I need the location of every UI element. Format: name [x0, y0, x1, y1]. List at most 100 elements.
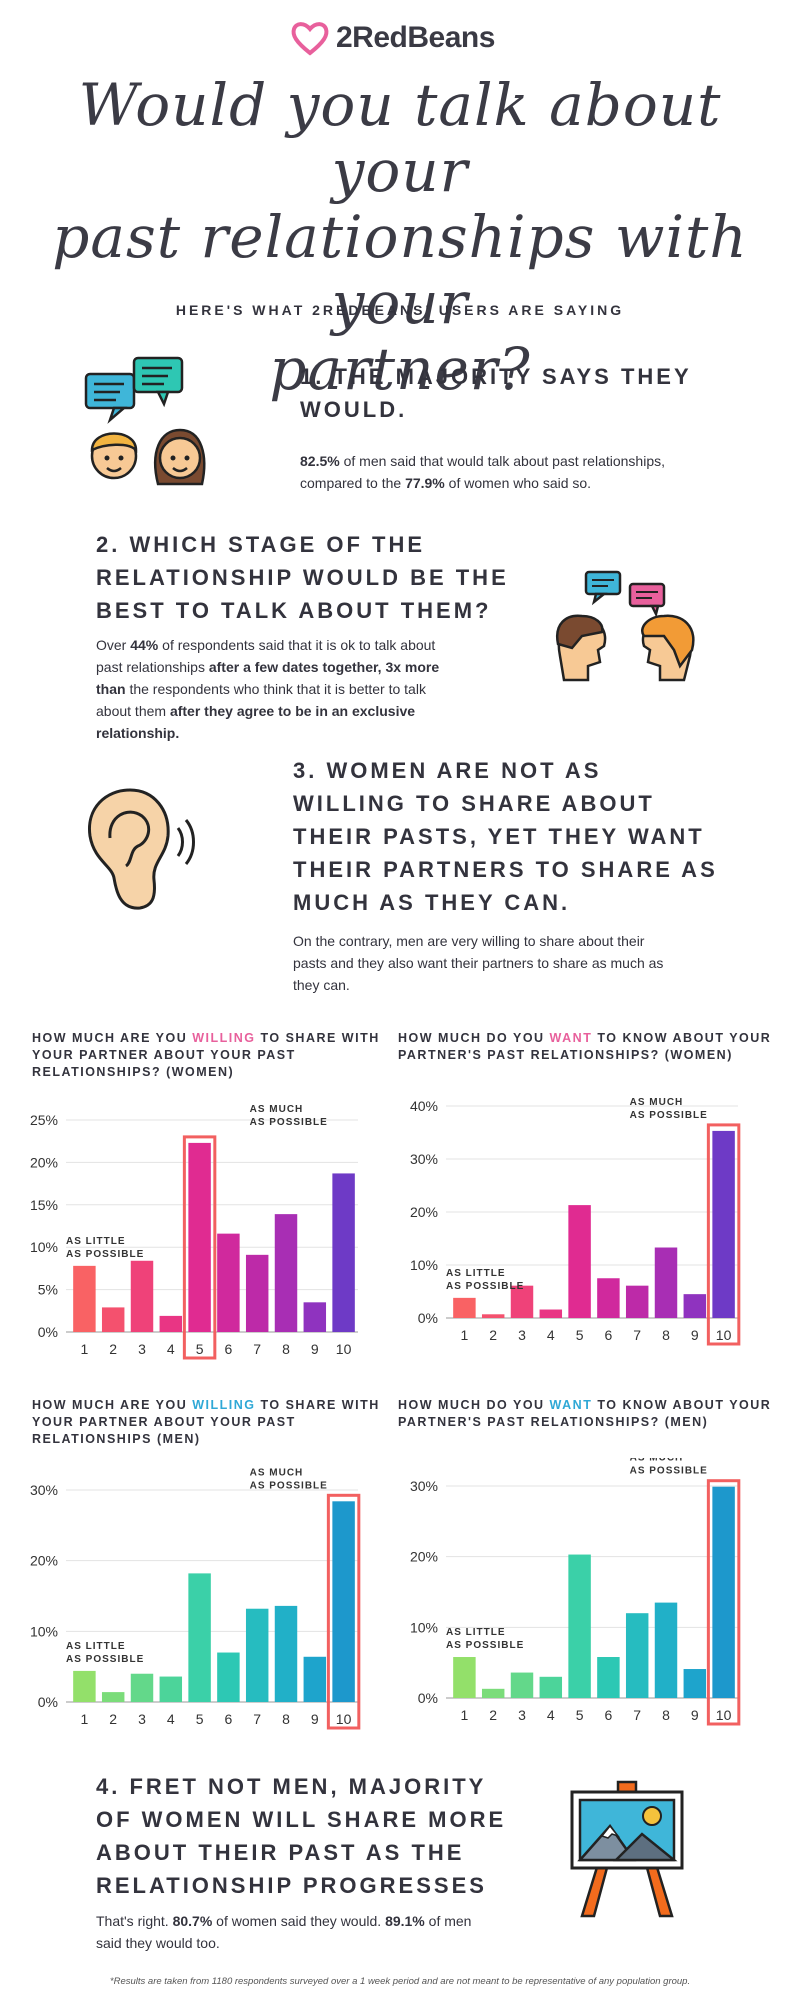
bar	[712, 1486, 735, 1698]
x-tick-label: 5	[196, 1341, 204, 1357]
heading-line: RELATIONSHIP PROGRESSES	[96, 1873, 487, 1898]
y-tick-label: 30%	[410, 1151, 438, 1167]
x-tick-label: 6	[225, 1711, 233, 1727]
y-tick-label: 30%	[30, 1482, 58, 1498]
y-tick-label: 10%	[30, 1239, 58, 1255]
title-fragment: PARTNER'S PAST RELATIONSHIPS? (WOMEN)	[398, 1048, 733, 1062]
bar	[510, 1672, 534, 1698]
title-fragment: RELATIONSHIPS? (WOMEN)	[32, 1065, 235, 1079]
bar	[73, 1670, 96, 1702]
annotation-high: AS MUCH	[250, 1104, 304, 1115]
bar	[654, 1602, 678, 1698]
x-tick-label: 4	[547, 1327, 555, 1343]
annotation-low: AS LITTLE	[446, 1627, 506, 1638]
x-tick-label: 10	[716, 1707, 732, 1723]
annotation-low: AS POSSIBLE	[66, 1249, 144, 1260]
highlight-box	[326, 1493, 361, 1730]
ear-icon	[88, 788, 195, 910]
men-pct: 82.5%	[300, 453, 340, 469]
bar	[332, 1501, 355, 1702]
title-fragment: TO KNOW ABOUT YOUR	[592, 1398, 772, 1412]
bar	[303, 1656, 327, 1702]
heading-line: 1. THE MAJORITY SAYS THEY	[300, 364, 692, 389]
heading-line: MUCH AS THEY CAN.	[293, 890, 571, 915]
title-fragment: HOW MUCH ARE YOU	[32, 1398, 193, 1412]
x-tick-label: 9	[311, 1711, 319, 1727]
chart1-title: HOW MUCH ARE YOU WILLING TO SHARE WITH Y…	[32, 1030, 392, 1081]
bar	[188, 1573, 211, 1702]
y-tick-label: 15%	[30, 1197, 58, 1213]
x-tick-label: 1	[81, 1711, 89, 1727]
y-tick-label: 30%	[410, 1478, 438, 1494]
annotation-high: AS POSSIBLE	[250, 1480, 328, 1491]
x-tick-label: 8	[662, 1327, 670, 1343]
annotation-low: AS LITTLE	[446, 1268, 506, 1279]
x-tick-label: 9	[691, 1327, 699, 1343]
heading-line: 2. WHICH STAGE OF THE	[96, 532, 426, 557]
talking-heads-icon	[555, 570, 695, 682]
text-line: On the contrary, men are very willing to…	[293, 933, 645, 949]
bar	[654, 1247, 678, 1318]
annotation-low: AS LITTLE	[66, 1641, 126, 1652]
y-tick-label: 25%	[30, 1112, 58, 1128]
title-fragment: HOW MUCH DO YOU	[398, 1031, 550, 1045]
heart-icon	[291, 22, 329, 56]
y-tick-label: 40%	[410, 1098, 438, 1114]
section1-heading: 1. THE MAJORITY SAYS THEY WOULD.	[300, 360, 740, 426]
text-fragment: of women who said so.	[444, 475, 592, 491]
bar	[481, 1688, 505, 1698]
title-highlight: WILLING	[192, 1031, 256, 1045]
y-tick-label: 20%	[30, 1154, 58, 1170]
x-tick-label: 10	[336, 1711, 352, 1727]
y-tick-label: 10%	[410, 1257, 438, 1273]
annotation-low: AS POSSIBLE	[446, 1281, 524, 1292]
x-tick-label: 5	[196, 1711, 204, 1727]
title-fragment: RELATIONSHIPS (MEN)	[32, 1432, 201, 1446]
annotation-high: AS MUCH	[250, 1467, 304, 1478]
chart-men-want: 0% 10% 20% 30% 1 2 3 4 5 6 7 8 9 10 AS LITTLE AS POSSIB…	[410, 1458, 741, 1726]
section3-text: On the contrary, men are very willing to…	[293, 930, 753, 996]
x-tick-label: 6	[605, 1327, 613, 1343]
text-fragment: said they would too.	[96, 1935, 220, 1951]
women-pct: 77.9%	[405, 475, 445, 491]
bar	[303, 1302, 327, 1332]
x-tick-label: 6	[605, 1707, 613, 1723]
heading-line: THEIR PARTNERS TO SHARE AS	[293, 857, 718, 882]
title-fragment: PARTNER'S PAST RELATIONSHIPS? (MEN)	[398, 1415, 709, 1429]
text-fragment: of men said that would talk about past r…	[339, 453, 666, 469]
y-tick-label: 20%	[30, 1553, 58, 1569]
bar	[245, 1608, 269, 1702]
x-tick-label: 4	[547, 1707, 555, 1723]
bar	[159, 1315, 183, 1332]
bar	[568, 1205, 591, 1318]
chart-men-willing: 0% 10% 20% 30% 1 2 3 4 5 6 7 8 9 10 AS LITTLE AS POSSIB…	[30, 1467, 361, 1730]
x-tick-label: 1	[461, 1707, 469, 1723]
y-tick-label: 10%	[410, 1619, 438, 1635]
x-tick-label: 3	[138, 1341, 146, 1357]
text-fragment: compared to the	[300, 475, 406, 491]
x-tick-label: 10	[716, 1327, 732, 1343]
text-fragment: of respondents said that it is ok to tal…	[158, 637, 436, 653]
heading-line: WOULD.	[300, 397, 408, 422]
x-tick-label: 5	[576, 1707, 584, 1723]
text-fragment: of men	[424, 1913, 472, 1929]
bar	[274, 1214, 298, 1332]
section4-text: That's right. 80.7% of women said they w…	[96, 1910, 556, 1954]
bar	[712, 1130, 735, 1318]
y-tick-label: 10%	[30, 1623, 58, 1639]
x-tick-label: 7	[253, 1711, 261, 1727]
x-tick-label: 4	[167, 1341, 175, 1357]
page-title: Would you talk about your past relations…	[40, 72, 760, 402]
annotation-low: AS POSSIBLE	[446, 1640, 524, 1651]
x-tick-label: 9	[691, 1707, 699, 1723]
section4-heading: 4. FRET NOT MEN, MAJORITY OF WOMEN WILL …	[96, 1770, 556, 1902]
footnote: *Results are taken from 1180 respondents…	[109, 1976, 691, 1987]
bar	[188, 1142, 211, 1332]
heading-line: 4. FRET NOT MEN, MAJORITY	[96, 1774, 487, 1799]
x-tick-label: 10	[336, 1341, 352, 1357]
y-tick-label: 20%	[410, 1549, 438, 1565]
y-tick-label: 0%	[38, 1694, 58, 1710]
chart-women-willing: 0% 5% 10% 15% 20% 25% 1 2 3 4 5 6 7 8 9 10 AS LITTLE AS P…	[30, 1104, 358, 1360]
text-fragment: of women said they would.	[212, 1913, 386, 1929]
x-tick-label: 2	[489, 1327, 497, 1343]
